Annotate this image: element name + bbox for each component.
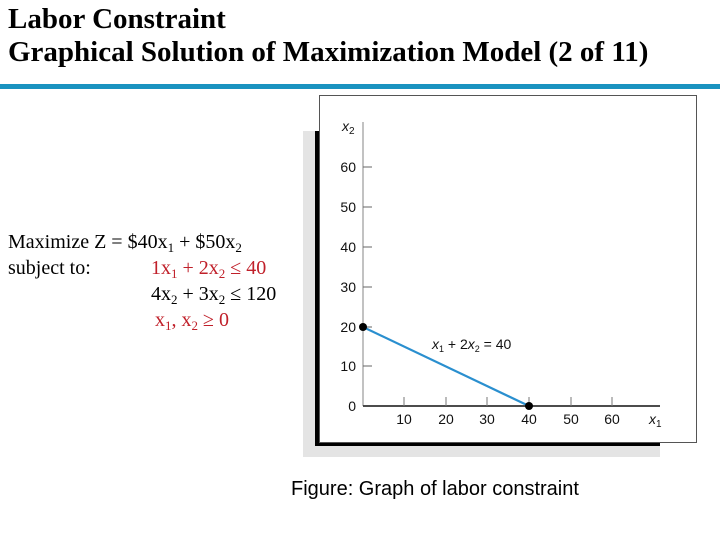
figure-box: [319, 95, 697, 443]
intercept-point-x1: [525, 402, 533, 410]
svg-text:60: 60: [604, 411, 620, 427]
intercept-point-x2: [359, 323, 367, 331]
svg-text:50: 50: [340, 199, 356, 215]
svg-text:10: 10: [340, 358, 356, 374]
objective-text: Maximize Z = $40x1 + $50x2: [8, 231, 242, 255]
x-axis-label: x1: [648, 411, 662, 430]
y-tick-labels: 60 50 40 30 20 10 0: [340, 159, 356, 414]
slide-title: Labor Constraint Graphical Solution of M…: [8, 3, 708, 69]
svg-text:30: 30: [479, 411, 495, 427]
svg-text:60: 60: [340, 159, 356, 175]
svg-text:20: 20: [340, 319, 356, 335]
nonnegativity-constraint: x1, x2 ≥ 0: [155, 309, 229, 333]
title-line-2: Graphical Solution of Maximization Model…: [8, 36, 649, 68]
y-axis-label: x2: [341, 118, 355, 137]
svg-text:10: 10: [396, 411, 412, 427]
clay-constraint: 4x2 + 3x2 ≤ 120: [151, 283, 277, 307]
svg-text:40: 40: [521, 411, 537, 427]
labor-constraint-line: [362, 326, 530, 407]
title-divider: [0, 84, 720, 89]
title-line-1: Labor Constraint: [8, 3, 226, 35]
svg-text:50: 50: [563, 411, 579, 427]
figure-frame-edge: [315, 131, 660, 446]
labor-constraint: 1x1 + 2x2 ≤ 40: [151, 257, 267, 281]
y-ticks: [363, 166, 372, 367]
svg-text:30: 30: [340, 279, 356, 295]
x-tick-labels: 10 20 30 40 50 60: [396, 411, 620, 427]
x-ticks: [403, 397, 613, 406]
constraint-line-label: x1 + 2x2 = 40: [431, 336, 512, 354]
svg-text:20: 20: [438, 411, 454, 427]
svg-text:40: 40: [340, 239, 356, 255]
subject-to-label: subject to:: [8, 257, 91, 279]
figure-caption: Figure: Graph of labor constraint: [291, 478, 579, 500]
svg-text:0: 0: [348, 398, 356, 414]
